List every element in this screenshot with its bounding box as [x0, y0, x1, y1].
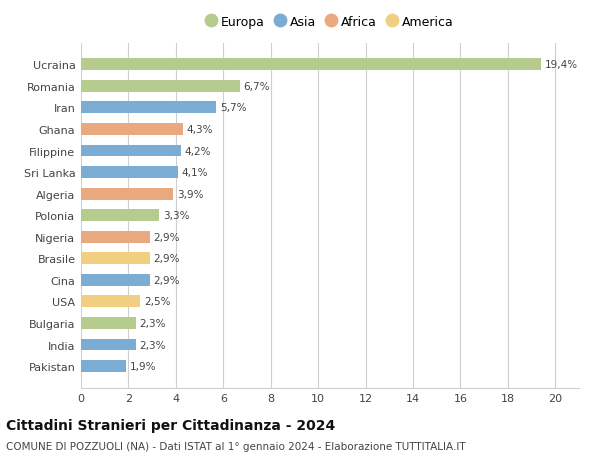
Text: 2,9%: 2,9% — [154, 232, 180, 242]
Text: 3,9%: 3,9% — [177, 189, 203, 199]
Text: 4,1%: 4,1% — [182, 168, 208, 178]
Text: 5,7%: 5,7% — [220, 103, 246, 113]
Text: 2,3%: 2,3% — [139, 318, 166, 328]
Bar — [81, 102, 216, 114]
Bar — [81, 188, 173, 200]
Text: 2,9%: 2,9% — [154, 275, 180, 285]
Text: 19,4%: 19,4% — [545, 60, 578, 70]
Text: 1,9%: 1,9% — [130, 361, 156, 371]
Bar — [81, 167, 178, 179]
Bar — [81, 59, 541, 71]
Bar — [81, 360, 126, 372]
Bar — [81, 274, 150, 286]
Text: 6,7%: 6,7% — [244, 82, 270, 92]
Text: 2,5%: 2,5% — [144, 297, 170, 307]
Bar — [81, 231, 150, 243]
Bar — [81, 339, 136, 351]
Bar — [81, 81, 240, 93]
Text: Cittadini Stranieri per Cittadinanza - 2024: Cittadini Stranieri per Cittadinanza - 2… — [6, 418, 335, 431]
Bar — [81, 124, 183, 135]
Text: 3,3%: 3,3% — [163, 211, 190, 221]
Text: COMUNE DI POZZUOLI (NA) - Dati ISTAT al 1° gennaio 2024 - Elaborazione TUTTITALI: COMUNE DI POZZUOLI (NA) - Dati ISTAT al … — [6, 441, 466, 451]
Bar — [81, 146, 181, 157]
Text: 2,3%: 2,3% — [139, 340, 166, 350]
Legend: Europa, Asia, Africa, America: Europa, Asia, Africa, America — [202, 12, 458, 33]
Bar — [81, 296, 140, 308]
Bar — [81, 210, 159, 222]
Text: 4,2%: 4,2% — [184, 146, 211, 156]
Text: 2,9%: 2,9% — [154, 254, 180, 264]
Bar — [81, 253, 150, 265]
Bar — [81, 317, 136, 329]
Text: 4,3%: 4,3% — [187, 125, 213, 134]
